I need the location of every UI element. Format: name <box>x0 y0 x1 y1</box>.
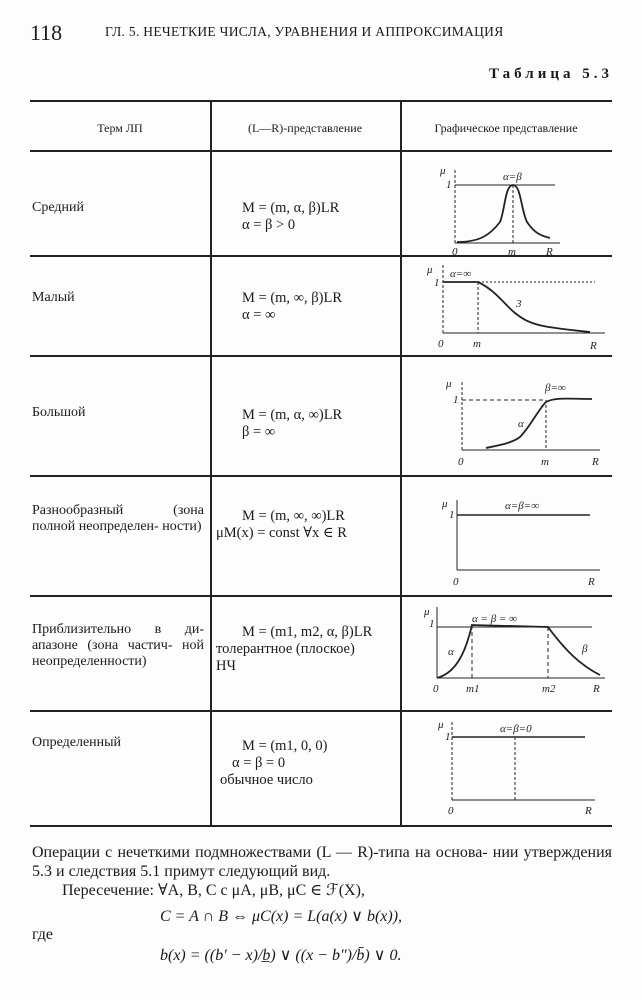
graph-small: μ 1 0 m R α=∞ 3 <box>426 264 605 352</box>
tick-label: 1 <box>429 618 435 630</box>
graph-medium: μ 1 0 m R α=β <box>439 165 560 255</box>
param-label: α=β=0 <box>500 723 532 735</box>
formula-cell: M = (m, α, β)LR α = β > 0 <box>212 200 428 234</box>
column-divider <box>400 102 402 825</box>
axis-label-r: R <box>587 576 595 588</box>
tick-label: 0 <box>458 456 464 468</box>
axis-label-mu: μ <box>445 378 452 390</box>
running-title: ГЛ. 5. НЕЧЕТКИЕ ЧИСЛА, УРАВНЕНИЯ И АППРО… <box>105 24 504 39</box>
axis-label-mu: μ <box>423 606 430 618</box>
formula-cell: M = (m, ∞, β)LR α = ∞ <box>212 290 428 324</box>
page-number: 118 <box>30 20 63 45</box>
tick-label: 0 <box>433 683 439 695</box>
tick-label: 1 <box>445 731 451 743</box>
tick-label: 0 <box>438 338 444 350</box>
formula-line: M = (m, ∞, β)LR <box>242 290 342 306</box>
tick-label: m2 <box>542 683 556 695</box>
column-divider <box>210 102 212 825</box>
term-cell: Приблизительно в ди- апазоне (зона части… <box>32 622 204 669</box>
row-divider <box>30 355 612 357</box>
axis-label-r: R <box>584 805 592 817</box>
formula-cell: M = (m1, 0, 0) α = β = 0 обычное число <box>212 738 406 789</box>
param-label: α=β <box>503 171 522 183</box>
axis-label-mu: μ <box>437 719 444 731</box>
row-divider <box>30 595 612 597</box>
formula-line: M = (m1, 0, 0) <box>242 738 328 754</box>
graph-approx-range: μ 1 0 m1 m2 R α = β = ∞ α β <box>423 606 605 695</box>
tick-label: 0 <box>452 246 458 255</box>
equation-2: b(x) = ((b′ − x)/b̲) ∨ ((x − b″)/b̄) ∨ 0… <box>160 947 402 964</box>
axis-label-r: R <box>592 683 600 695</box>
param-label: α=∞ <box>450 268 471 280</box>
term-cell: Средний <box>32 200 84 215</box>
axis-label-r: R <box>589 340 597 352</box>
column-header: Графическое представление <box>434 121 578 135</box>
axis-label-mu: μ <box>426 264 433 276</box>
formula-line: β = ∞ <box>242 424 276 440</box>
curve-label: α <box>518 418 524 430</box>
param-label: α=β=∞ <box>505 500 539 512</box>
tick-label: m <box>508 246 516 255</box>
tick-label: 1 <box>453 394 459 406</box>
table-caption: Таблица 5.3 <box>489 66 613 82</box>
term-cell: Определенный <box>32 735 122 750</box>
curve-label: α <box>448 646 454 658</box>
row-divider <box>30 255 612 257</box>
formula-line: α = β > 0 <box>242 217 296 233</box>
term-cell: Большой <box>32 405 86 420</box>
curve-label: 3 <box>515 298 522 310</box>
formula-line: α = ∞ <box>242 307 276 323</box>
tick-label: m1 <box>466 683 479 695</box>
row-divider <box>30 710 612 712</box>
formula-line: M = (m, α, ∞)LR <box>242 407 343 423</box>
row-divider <box>30 475 612 477</box>
formula-cell: M = (m1, m2, α, β)LR толерантное (плоско… <box>212 624 402 675</box>
param-label: α = β = ∞ <box>472 613 517 625</box>
tick-label: 1 <box>446 179 452 191</box>
formula-line: НЧ <box>216 658 236 674</box>
axis-label-mu: μ <box>441 498 448 510</box>
formula-line: M = (m, α, β)LR <box>242 200 340 216</box>
table-top-rule <box>30 100 612 102</box>
formula-line: M = (m, ∞, ∞)LR <box>242 508 345 524</box>
graph-diverse: μ 1 0 R α=β=∞ <box>441 498 600 588</box>
table-bottom-rule <box>30 825 612 827</box>
intersection-line: Пересечение: ∀A, B, C с μA, μB, μC ∈ ℱ(X… <box>62 882 365 899</box>
formula-cell: M = (m, α, ∞)LR β = ∞ <box>212 407 428 441</box>
tick-label: 1 <box>434 277 440 289</box>
row-divider <box>30 150 612 152</box>
tick-label: m <box>541 456 549 468</box>
tick-label: 0 <box>448 805 454 817</box>
equation-1: C = A ∩ B ⇔ μC(x) = L(a(x) ∨ b(x)), <box>160 908 403 925</box>
term-cell: Разнообразный (зона полной неопределен- … <box>32 503 204 534</box>
tick-label: 0 <box>453 576 459 588</box>
tick-label: 1 <box>449 509 455 521</box>
param-label: β=∞ <box>544 382 566 394</box>
axis-label-r: R <box>591 456 599 468</box>
formula-line: толерантное (плоское) <box>216 641 355 657</box>
body-paragraph: Операции с нечеткими подмножествами (L —… <box>32 844 612 880</box>
axis-label-mu: μ <box>439 165 446 177</box>
column-header: Терм ЛП <box>97 121 143 135</box>
term-cell: Малый <box>32 290 75 305</box>
where-text: где <box>32 926 54 943</box>
formula-line: μM(x) = const ∀x ∈ R <box>216 525 347 541</box>
tick-label: m <box>473 338 481 350</box>
axis-label-r: R <box>545 246 553 255</box>
formula-line: обычное число <box>220 772 313 788</box>
graph-definite: μ 1 0 R α=β=0 <box>437 719 595 817</box>
column-header: (L—R)-представление <box>247 121 363 135</box>
formula-line: α = β = 0 <box>232 755 286 771</box>
graph-large: μ 1 0 m R β=∞ α <box>445 378 600 468</box>
formula-cell: M = (m, ∞, ∞)LR μM(x) = const ∀x ∈ R <box>212 508 402 542</box>
curve-label: β <box>581 643 588 655</box>
formula-line: M = (m1, m2, α, β)LR <box>242 624 373 640</box>
